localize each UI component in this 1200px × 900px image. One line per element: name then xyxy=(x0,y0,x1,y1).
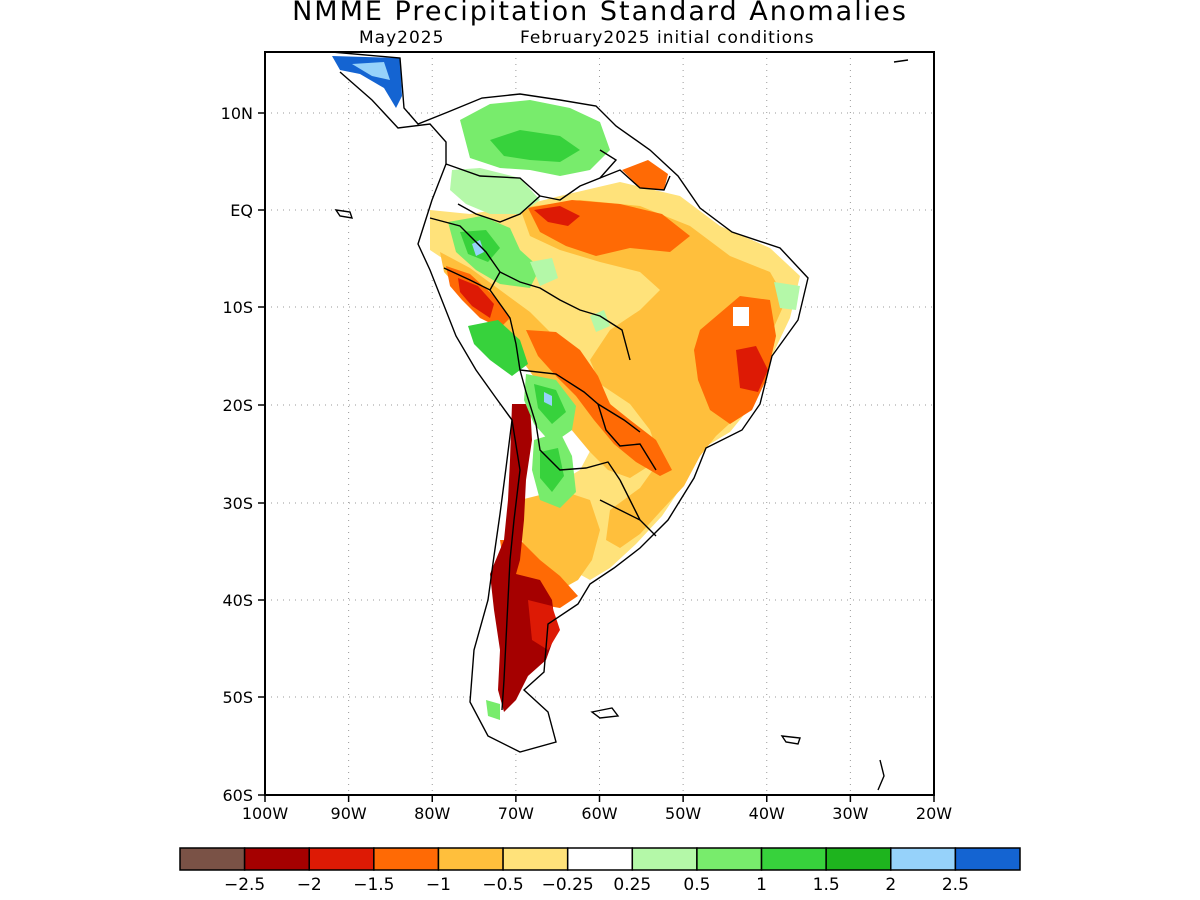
colorbar-swatch xyxy=(373,847,440,871)
forecast-month: May2025 xyxy=(359,28,445,48)
colorbar-swatch xyxy=(437,847,504,871)
latitude-label: EQ xyxy=(230,201,253,220)
colorbar-label: 1 xyxy=(756,875,767,895)
map-title: NMME Precipitation Standard Anomalies xyxy=(292,0,908,27)
latitude-label: 10N xyxy=(221,104,253,123)
latitude-axis: 10N EQ 10S 20S 30S 40S 50S 60S xyxy=(221,104,265,805)
longitude-label: 40W xyxy=(749,804,785,823)
anomaly-lightgreen-chile xyxy=(486,700,500,720)
anomaly-orange-ne-brazil xyxy=(694,296,776,424)
latitude-label: 30S xyxy=(222,494,253,513)
initial-conditions-label: February2025 initial conditions xyxy=(520,28,815,48)
anomaly-lightgreen-brazil-2 xyxy=(590,310,610,332)
longitude-label: 70W xyxy=(498,804,534,823)
longitude-label: 100W xyxy=(242,804,289,823)
latitude-label: 50S xyxy=(222,688,253,707)
anomaly-red-peru xyxy=(458,278,494,318)
colorbar-swatch xyxy=(760,847,827,871)
colorbar-label: −1 xyxy=(426,875,451,895)
anomaly-midgreen-argentina xyxy=(540,448,564,492)
colorbar-swatch xyxy=(502,847,569,871)
colorbar-label: 0.25 xyxy=(613,875,651,895)
colorbar-label: 0.5 xyxy=(683,875,710,895)
longitude-label: 50W xyxy=(665,804,701,823)
anomaly-orange-guianas xyxy=(622,160,668,190)
latitude-label: 10S xyxy=(222,298,253,317)
colorbar-swatch xyxy=(179,847,246,871)
longitude-label: 30W xyxy=(832,804,868,823)
colorbar-swatch xyxy=(308,847,375,871)
longitude-label: 60W xyxy=(581,804,617,823)
anomaly-red-patagonia xyxy=(528,600,560,650)
colorbar-swatch xyxy=(696,847,763,871)
colorbar-label: −2.5 xyxy=(224,875,265,895)
anomaly-lightblue-bolivia xyxy=(544,392,552,406)
latitude-label: 40S xyxy=(222,591,253,610)
anomaly-lightblue-ecuador xyxy=(472,240,484,256)
longitude-label: 80W xyxy=(414,804,450,823)
colorbar-swatch xyxy=(890,847,957,871)
anomaly-field xyxy=(331,52,909,791)
anomaly-lightgreen-brazil xyxy=(530,258,558,286)
colorbar: −2.5 −2 −1.5 −1 −0.5 −0.25 0.25 0.5 1 1.5 2 2.5 xyxy=(179,847,1021,895)
colorbar-label: 2.5 xyxy=(942,875,969,895)
colorbar-swatch xyxy=(825,847,892,871)
colorbar-label: −0.25 xyxy=(542,875,594,895)
colorbar-label: −2 xyxy=(297,875,322,895)
colorbar-label: −0.5 xyxy=(482,875,523,895)
colorbar-swatch xyxy=(954,847,1021,871)
anomaly-red-ne xyxy=(736,346,768,392)
longitude-label: 90W xyxy=(331,804,367,823)
latitude-label: 60S xyxy=(222,786,253,805)
colorbar-label: 1.5 xyxy=(813,875,840,895)
colorbar-swatch xyxy=(566,847,634,871)
longitude-axis: 100W 90W 80W 70W 60W 50W 40W 30W 20W xyxy=(242,795,952,823)
colorbar-label: 2 xyxy=(885,875,896,895)
longitude-label: 20W xyxy=(916,804,952,823)
colorbar-swatch xyxy=(631,847,698,871)
anomaly-light-orange xyxy=(520,200,786,548)
islands xyxy=(334,59,909,791)
coastlines-borders xyxy=(331,52,809,753)
anomaly-midgreen-venezuela xyxy=(490,130,580,162)
anomaly-lightgreen-ne xyxy=(774,282,800,310)
anomaly-lightgreen-colombia xyxy=(450,168,540,214)
anomaly-red-amazon xyxy=(534,206,580,226)
anomaly-orange-bolivia xyxy=(526,330,672,476)
colorbar-swatch xyxy=(243,847,310,871)
anomaly-lightblue-central-america xyxy=(352,62,390,80)
missing-data-box xyxy=(733,307,749,326)
latitude-label: 20S xyxy=(222,396,253,415)
colorbar-label: −1.5 xyxy=(353,875,394,895)
